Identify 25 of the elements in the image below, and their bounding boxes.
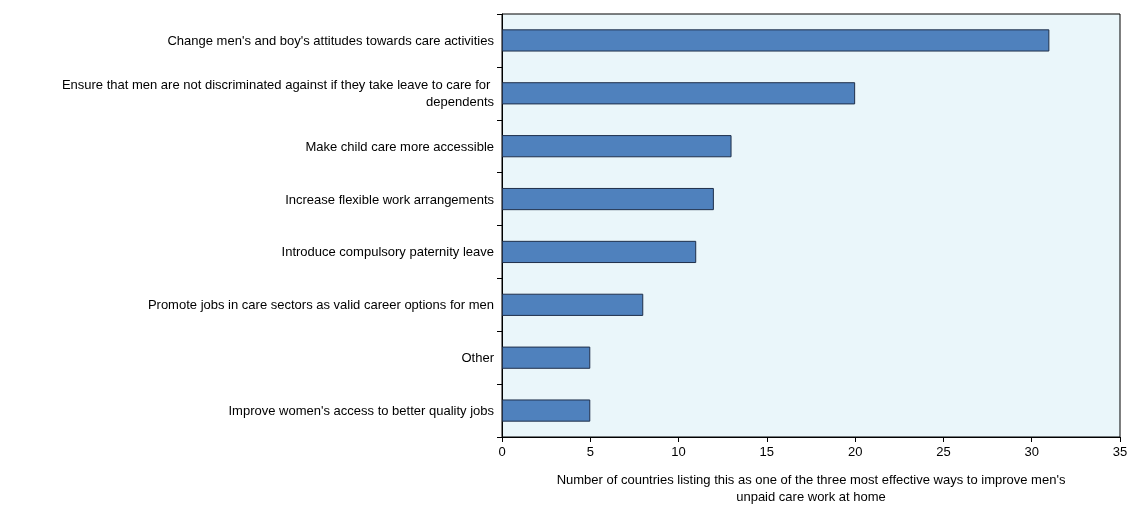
x-tick-label: 25 — [936, 444, 951, 459]
bar — [502, 29, 1050, 52]
y-tick-label: Introduce compulsory paternity leave — [281, 244, 494, 260]
y-tick-label: Change men's and boy's attitudes towards care activities — [167, 32, 495, 48]
x-tick-label: 20 — [847, 444, 863, 459]
x-tick-label: 10 — [671, 444, 686, 459]
bar — [502, 82, 856, 105]
bar — [502, 135, 732, 158]
bar — [502, 187, 714, 211]
y-tick-label: Other — [461, 350, 495, 366]
bar — [502, 293, 644, 316]
y-tick-label: Ensure that men are not discriminated against if they take leave to care for dependents — [61, 77, 495, 110]
y-tick-label: Promote jobs in care sectors as valid career options for men — [147, 297, 494, 313]
x-tick-label: 15 — [759, 444, 775, 459]
bar — [502, 346, 591, 369]
y-tick-label: Increase flexible work arrangements — [285, 191, 495, 207]
x-tick-label: 5 — [586, 444, 594, 459]
bar — [502, 240, 697, 264]
bar — [502, 399, 591, 422]
y-tick-label: Make child care more accessible — [305, 138, 494, 154]
x-tick-label: 0 — [498, 444, 506, 459]
x-tick-label: 35 — [1112, 444, 1128, 459]
x-axis-title: Number of countries listing this as one of the three most effective ways to improve men's unpaid care work at home — [556, 472, 1066, 504]
y-tick-label: Improve women's access to better quality jobs — [228, 403, 495, 419]
x-tick-label: 30 — [1024, 444, 1039, 459]
